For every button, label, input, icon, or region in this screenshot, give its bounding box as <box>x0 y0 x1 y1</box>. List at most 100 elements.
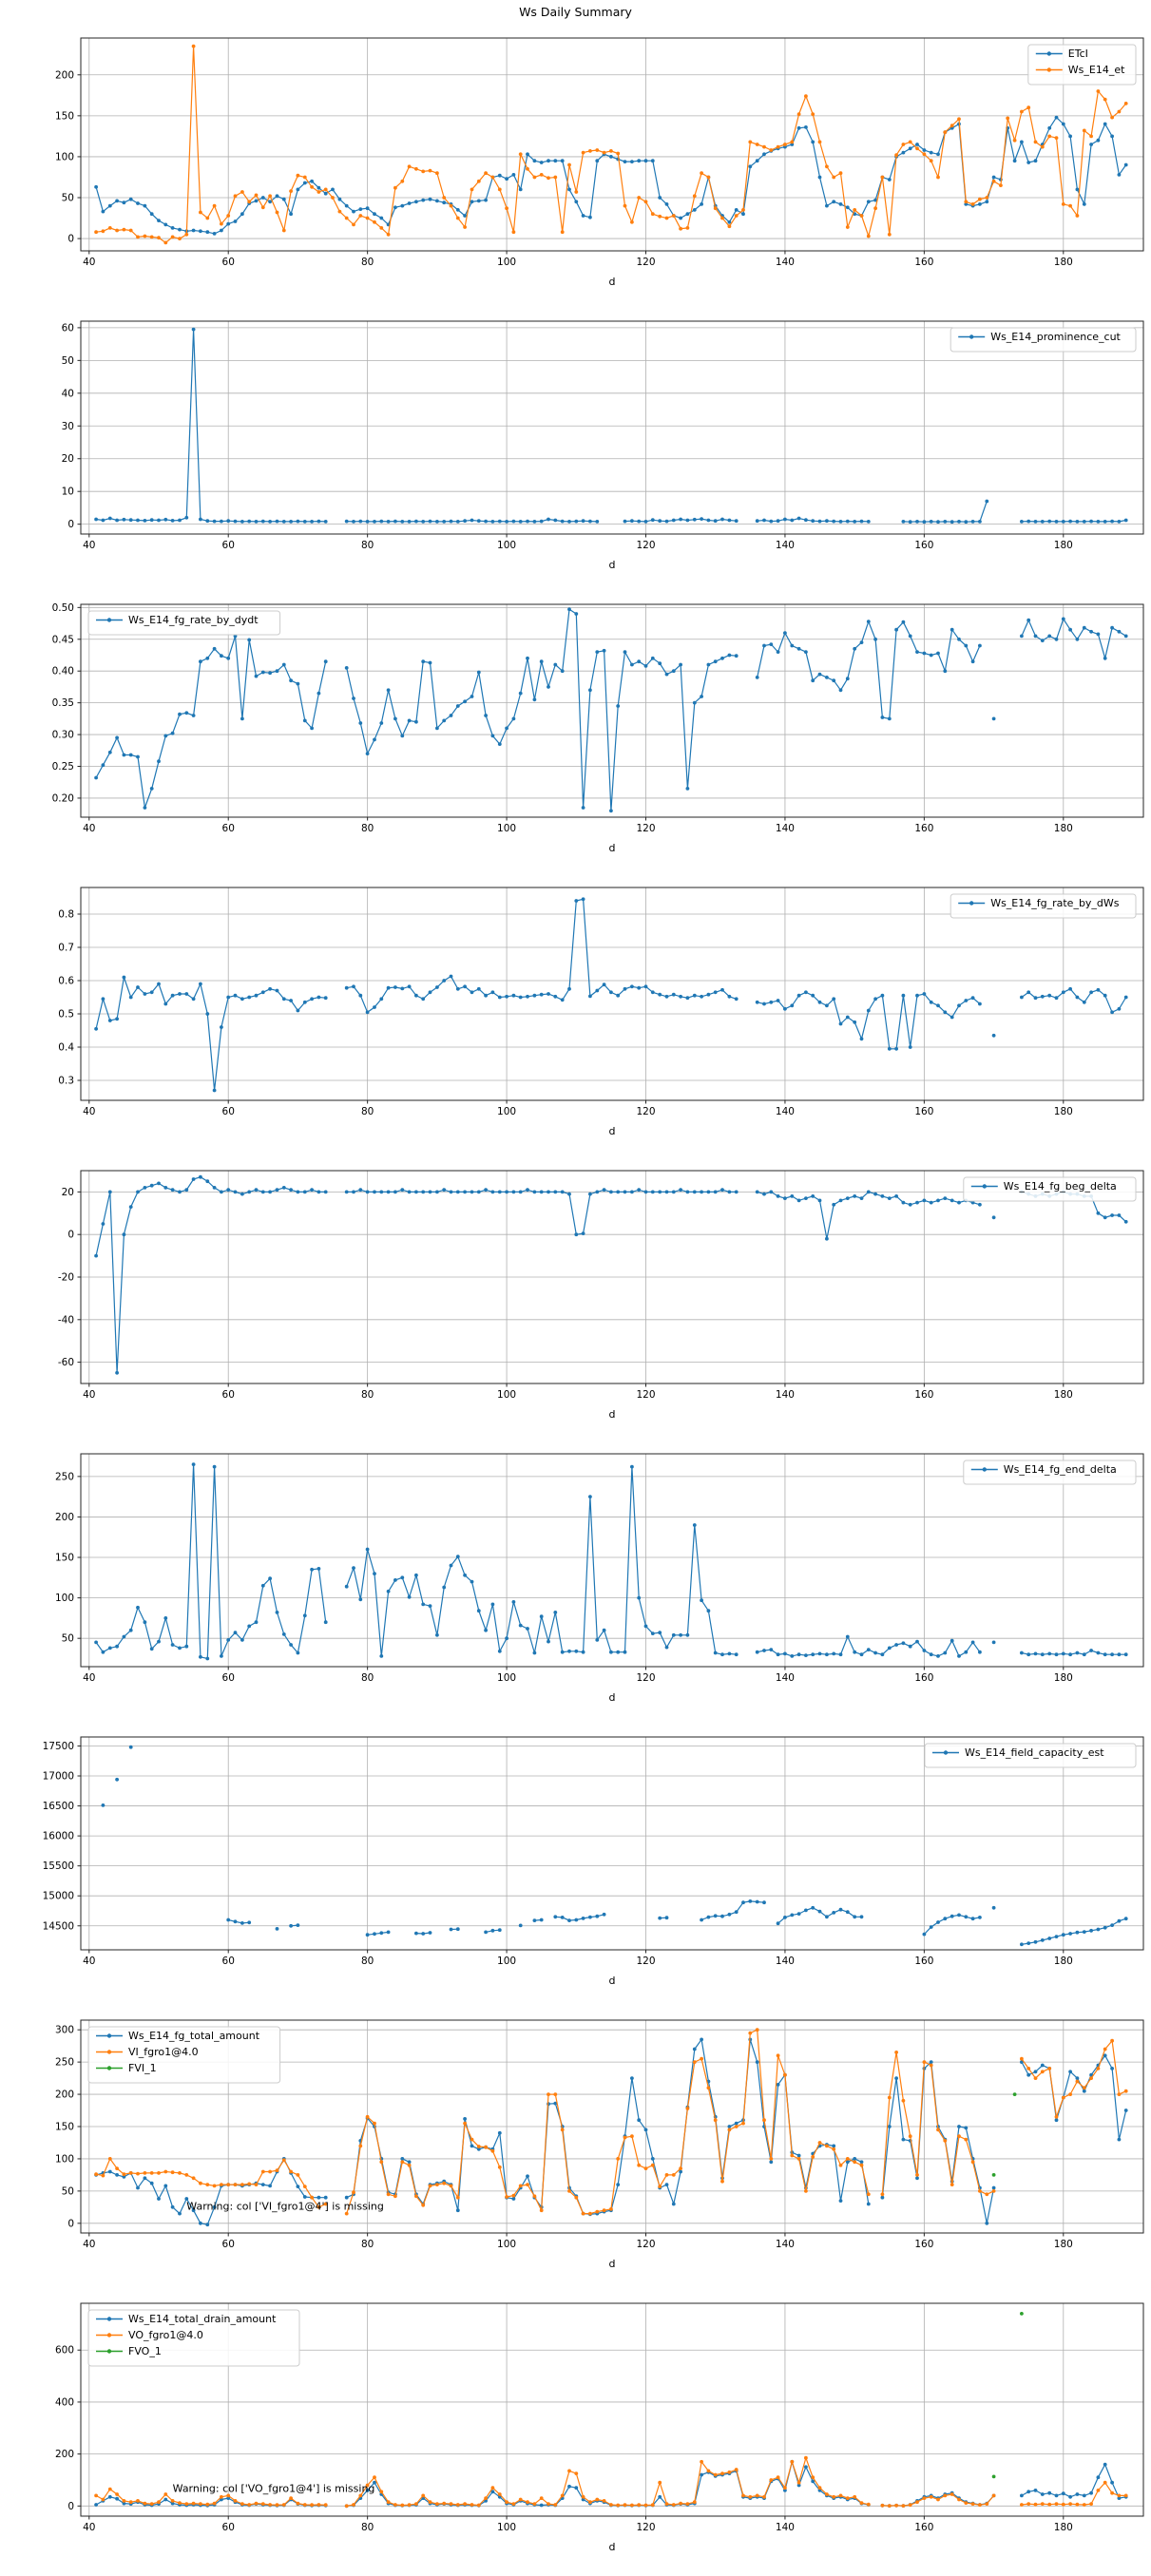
data-point <box>588 688 592 693</box>
data-point <box>302 175 307 180</box>
data-point <box>943 1651 948 1655</box>
data-point <box>323 659 328 664</box>
data-point <box>957 1654 961 1658</box>
data-point <box>296 1923 300 1927</box>
data-point <box>581 1650 585 1654</box>
data-point <box>1089 519 1093 524</box>
data-point <box>302 181 307 185</box>
data-point <box>337 209 342 214</box>
data-point <box>817 2486 822 2490</box>
data-point <box>804 518 808 523</box>
data-point <box>260 1190 265 1194</box>
data-point <box>567 187 571 192</box>
data-point <box>811 140 815 144</box>
data-point <box>240 997 244 1002</box>
data-point <box>880 2503 885 2508</box>
data-point <box>866 2502 871 2507</box>
data-point <box>817 519 822 524</box>
x-tick-label: 140 <box>776 823 795 834</box>
data-point <box>602 1912 606 1917</box>
data-point <box>581 2211 585 2216</box>
data-point <box>727 2125 732 2128</box>
x-tick-label: 60 <box>222 2239 235 2250</box>
data-point <box>581 2494 585 2499</box>
data-point <box>317 190 321 194</box>
data-point <box>497 519 502 524</box>
y-tick-label: 17000 <box>43 1771 74 1783</box>
data-point <box>859 1915 864 1919</box>
data-point <box>526 656 529 660</box>
data-point <box>490 734 495 738</box>
data-point <box>511 2502 516 2506</box>
data-point <box>595 988 600 993</box>
data-point <box>358 519 363 524</box>
data-point <box>706 662 711 667</box>
data-point <box>936 175 940 180</box>
data-point <box>692 993 697 998</box>
data-point <box>720 216 724 220</box>
y-tick-label: 150 <box>55 2122 74 2133</box>
data-point <box>943 2493 948 2498</box>
data-point <box>817 672 822 677</box>
data-point <box>337 197 342 201</box>
data-point <box>602 150 606 155</box>
data-point <box>1117 1652 1122 1657</box>
plot-border <box>80 37 1144 252</box>
data-point <box>783 517 787 522</box>
data-point <box>817 140 822 144</box>
data-point <box>379 1190 384 1194</box>
data-point <box>1082 1930 1086 1934</box>
legend-label: Ws_E14_prominence_cut <box>990 331 1121 343</box>
data-point <box>887 232 892 237</box>
data-point <box>755 676 759 679</box>
data-point <box>776 144 780 149</box>
data-point <box>796 125 801 130</box>
x-tick-label: 180 <box>1054 2239 1073 2250</box>
data-point <box>832 1911 836 1915</box>
data-point <box>1075 1651 1080 1655</box>
data-point <box>692 208 697 212</box>
data-point <box>936 651 940 656</box>
data-point <box>741 2121 745 2126</box>
legend-label: VI_fgro1@4.0 <box>128 2046 199 2058</box>
data-point <box>470 990 474 995</box>
data-point <box>734 519 739 524</box>
data-point <box>128 753 133 757</box>
data-point <box>964 2501 969 2505</box>
data-point <box>685 2502 690 2506</box>
data-point <box>616 151 621 156</box>
data-point <box>825 2492 829 2496</box>
data-point <box>331 187 335 192</box>
data-point <box>107 1019 112 1022</box>
data-point <box>762 152 766 157</box>
data-point <box>790 1913 795 1918</box>
data-point <box>428 990 432 995</box>
data-point <box>838 2493 843 2498</box>
data-point <box>170 731 175 735</box>
y-tick-label: 10 <box>62 487 74 498</box>
data-point <box>157 518 161 523</box>
data-point <box>323 191 328 196</box>
data-point <box>289 520 293 524</box>
data-point <box>762 1192 766 1196</box>
data-point <box>1082 2503 1086 2507</box>
data-point <box>122 517 126 522</box>
data-point <box>470 695 474 698</box>
legend: Ws_E14_fg_rate_by_dWs <box>950 893 1137 919</box>
data-point <box>275 2503 279 2508</box>
data-point <box>713 2472 718 2477</box>
data-point <box>727 2128 732 2132</box>
data-point <box>302 2503 307 2507</box>
y-tick-label: 150 <box>55 110 74 122</box>
data-point <box>143 2501 147 2506</box>
data-point <box>1047 1651 1052 1656</box>
data-point <box>281 197 286 201</box>
data-point <box>143 806 147 810</box>
data-point <box>574 612 579 616</box>
data-point <box>296 681 300 686</box>
x-tick-label: 180 <box>1054 1672 1073 1684</box>
data-point <box>205 216 210 220</box>
data-point <box>455 2195 460 2200</box>
data-point <box>553 2092 558 2096</box>
data-point <box>428 2184 432 2188</box>
